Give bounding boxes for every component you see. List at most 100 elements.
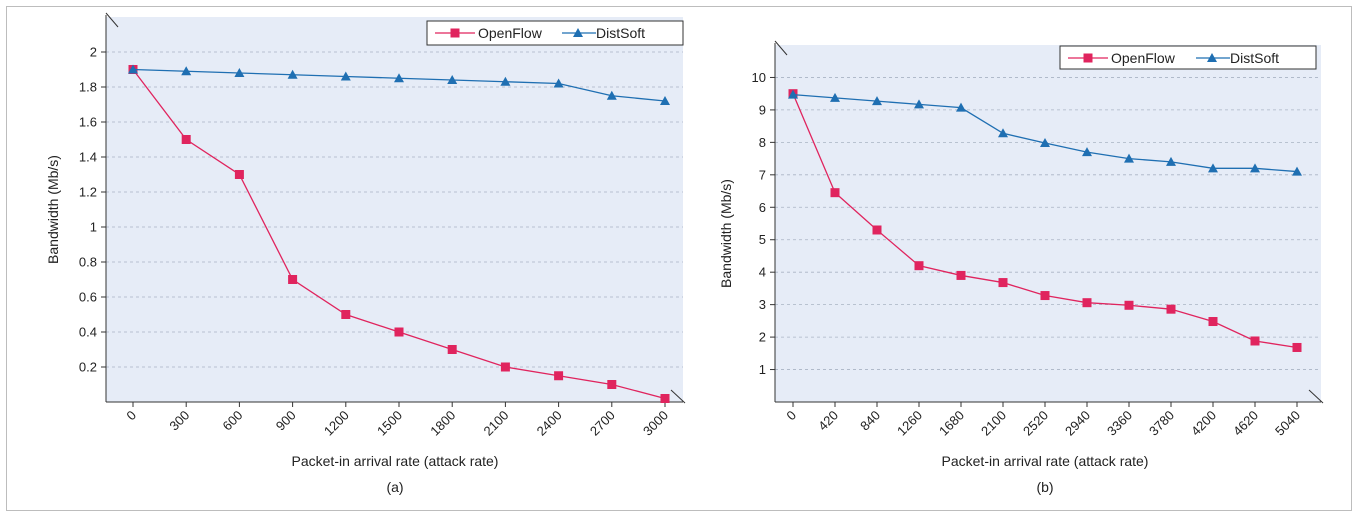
- data-point: [830, 188, 840, 198]
- series-openflow: [128, 65, 670, 403]
- data-point: [394, 73, 404, 83]
- legend-label: OpenFlow: [1111, 50, 1176, 66]
- x-tick-label: 1800: [427, 408, 458, 439]
- data-point: [1250, 336, 1260, 346]
- x-tick-label: 2520: [1020, 408, 1051, 439]
- figure-frame: [6, 6, 1352, 511]
- data-point: [956, 270, 966, 280]
- data-point: [607, 380, 617, 389]
- legend: OpenFlow DistSoft: [426, 20, 684, 46]
- data-point: [606, 90, 617, 100]
- data-point: [956, 102, 966, 112]
- y-tick-label: 0.8: [79, 255, 97, 270]
- data-point: [287, 69, 298, 79]
- x-tick-label: 2100: [480, 408, 511, 439]
- data-point: [1166, 304, 1176, 314]
- x-tick-label: 840: [857, 408, 883, 434]
- y-tick-label: 1.4: [79, 150, 97, 165]
- y-tick-label: 7: [759, 167, 766, 182]
- legend-marker: [1207, 53, 1217, 62]
- data-point: [500, 76, 511, 86]
- data-point: [788, 89, 798, 99]
- data-point: [1040, 291, 1050, 301]
- x-tick-label: 1200: [321, 408, 352, 439]
- data-point: [1292, 342, 1302, 352]
- legend-marker: [1083, 53, 1093, 63]
- y-tick-label: 10: [752, 70, 766, 85]
- caption: (a): [386, 479, 403, 495]
- x-tick-label: 5040: [1272, 408, 1303, 439]
- data-point: [234, 68, 245, 77]
- data-point: [1040, 138, 1050, 148]
- data-point: [1124, 153, 1134, 163]
- legend: OpenFlow DistSoft: [1059, 45, 1317, 70]
- x-axis-label: Packet-in arrival rate (attack rate): [292, 453, 499, 469]
- data-point: [447, 75, 458, 84]
- y-tick-label: 0.2: [79, 360, 97, 375]
- data-point: [394, 327, 404, 337]
- x-tick-label: 3000: [640, 408, 671, 439]
- data-point: [500, 362, 510, 372]
- data-point: [1208, 163, 1218, 173]
- y-tick-label: 0.6: [79, 290, 97, 305]
- x-tick-label: 1260: [894, 408, 925, 439]
- data-point: [554, 371, 564, 381]
- series-openflow: [788, 89, 1302, 352]
- x-tick-label: 3360: [1104, 408, 1135, 439]
- x-tick-label: 300: [166, 408, 192, 434]
- x-tick-label: 2400: [534, 408, 565, 439]
- x-tick-label: 3780: [1146, 408, 1177, 439]
- data-point: [830, 92, 840, 102]
- series-distsoft: [128, 64, 670, 105]
- x-tick-label: 600: [220, 408, 246, 434]
- data-point: [914, 99, 924, 109]
- data-point: [553, 78, 564, 88]
- data-point: [1166, 156, 1176, 166]
- x-axis-arrow: [670, 389, 686, 404]
- legend-box: [1059, 45, 1317, 70]
- y-axis-label: Bandwidth (Mb/s): [718, 179, 734, 288]
- data-point: [872, 225, 882, 235]
- x-tick-label: 1500: [374, 408, 405, 439]
- data-point: [1082, 147, 1092, 157]
- y-tick-label: 1.6: [79, 115, 97, 130]
- y-tick-label: 2: [759, 330, 766, 345]
- data-point: [340, 71, 351, 81]
- data-point: [447, 345, 457, 354]
- x-tick-label: 2700: [587, 408, 618, 439]
- data-point: [872, 96, 882, 106]
- y-tick-label: 1.2: [79, 185, 97, 200]
- data-point: [234, 170, 244, 179]
- y-axis-label: Bandwidth (Mb/s): [45, 155, 61, 264]
- series-distsoft: [788, 89, 1302, 176]
- data-point: [181, 66, 192, 76]
- legend-label: DistSoft: [1230, 50, 1279, 66]
- legend-marker: [573, 28, 583, 37]
- x-tick-label: 2100: [978, 408, 1009, 439]
- y-axis-arrow: [105, 12, 119, 28]
- data-point: [1082, 298, 1092, 308]
- data-point: [181, 135, 191, 144]
- y-tick-label: 9: [759, 102, 766, 117]
- y-axis-arrow: [774, 40, 788, 56]
- legend-marker: [450, 28, 460, 38]
- x-tick-label: 0: [783, 408, 799, 424]
- data-point: [998, 128, 1008, 138]
- data-point: [914, 261, 924, 271]
- y-tick-label: 3: [759, 297, 766, 312]
- y-tick-label: 8: [759, 135, 766, 150]
- y-tick-label: 1.8: [79, 80, 97, 95]
- data-point: [1292, 166, 1302, 176]
- plot-area: [775, 45, 1321, 402]
- chart-a: 0.2 0.4 0.6 0.8 1 1.2 1.4 1.6 1.8 2 0 300 600 900 1200…: [45, 12, 686, 495]
- legend-label: OpenFlow: [478, 25, 543, 41]
- caption: (b): [1036, 479, 1053, 495]
- data-point: [1208, 317, 1218, 327]
- plot-area: [106, 17, 683, 402]
- y-tick-label: 1: [90, 220, 97, 235]
- y-tick-label: 4: [759, 265, 766, 280]
- y-tick-label: 2: [90, 45, 97, 60]
- data-point: [998, 278, 1008, 288]
- y-tick-label: 1: [759, 362, 766, 377]
